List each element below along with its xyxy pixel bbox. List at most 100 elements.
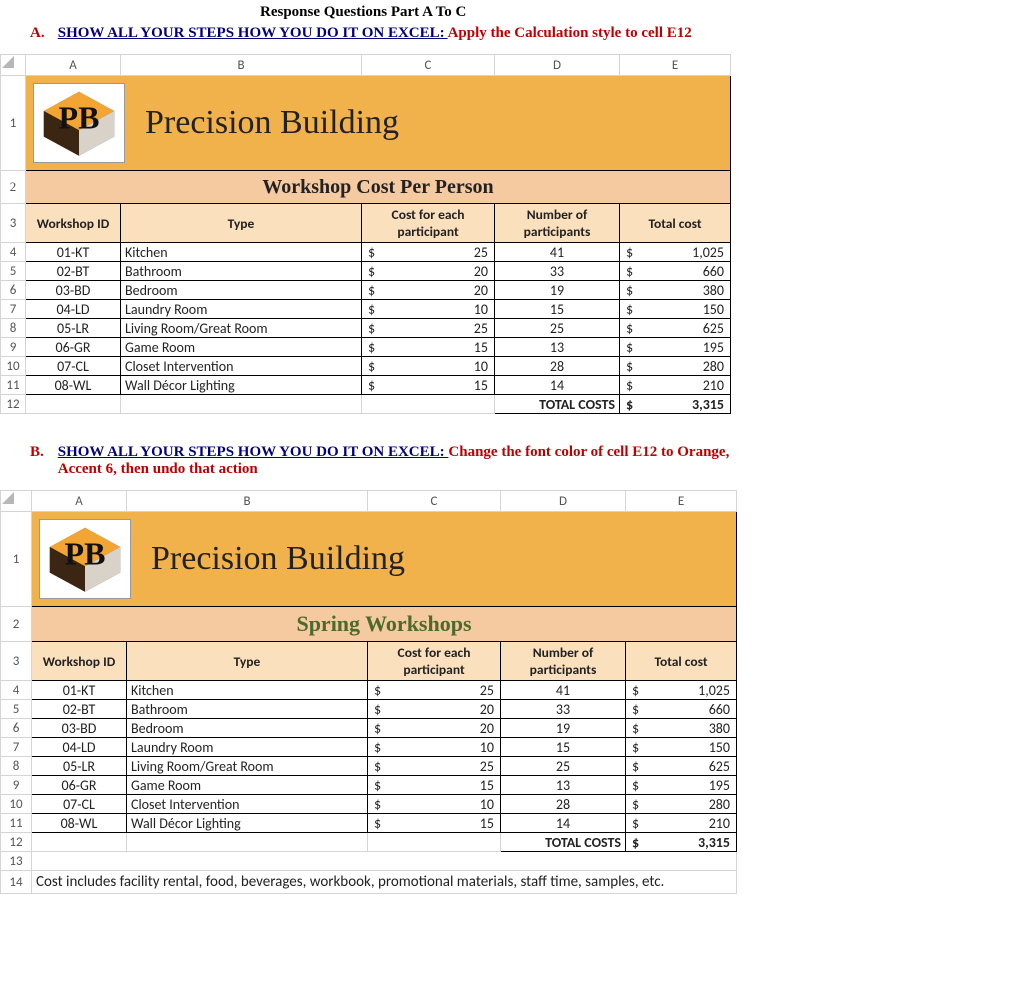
row-header[interactable]: 8 — [1, 319, 26, 338]
row-header[interactable]: 4 — [1, 243, 26, 262]
cell-type[interactable]: Closet Intervention — [127, 795, 368, 814]
col-header-E[interactable]: E — [626, 491, 737, 512]
cell-cost[interactable]: $15 — [368, 776, 501, 795]
cell-total[interactable]: $280 — [620, 357, 731, 376]
row-header[interactable]: 5 — [1, 700, 32, 719]
total-label[interactable]: TOTAL COSTS — [501, 833, 626, 852]
grand-total[interactable]: $3,315 — [620, 395, 731, 414]
cell-cost[interactable]: $15 — [362, 376, 495, 395]
cell-total[interactable]: $1,025 — [626, 681, 737, 700]
cell-cost[interactable]: $10 — [362, 300, 495, 319]
row-header[interactable]: 11 — [1, 814, 32, 833]
cell-total[interactable]: $210 — [620, 376, 731, 395]
cell-id[interactable]: 02-BT — [26, 262, 121, 281]
cell-id[interactable]: 02-BT — [32, 700, 127, 719]
cell-id[interactable]: 01-KT — [32, 681, 127, 700]
cell-empty[interactable] — [26, 395, 121, 414]
cell-cost[interactable]: $25 — [368, 757, 501, 776]
cell-num[interactable]: 19 — [501, 719, 626, 738]
cell-empty[interactable] — [127, 833, 368, 852]
note-text[interactable]: Cost includes facility rental, food, bev… — [32, 871, 737, 894]
row-header[interactable]: 1 — [1, 512, 32, 607]
cell-num[interactable]: 13 — [495, 338, 620, 357]
row-header[interactable]: 7 — [1, 738, 32, 757]
col-header-E[interactable]: E — [620, 55, 731, 76]
row-header[interactable]: 7 — [1, 300, 26, 319]
cell-type[interactable]: Living Room/Great Room — [127, 757, 368, 776]
row-header[interactable]: 6 — [1, 719, 32, 738]
cell-id[interactable]: 04-LD — [32, 738, 127, 757]
cell-id[interactable]: 08-WL — [26, 376, 121, 395]
cell-num[interactable]: 14 — [501, 814, 626, 833]
cell-num[interactable]: 41 — [501, 681, 626, 700]
cell-type[interactable]: Wall Décor Lighting — [127, 814, 368, 833]
select-all-triangle[interactable] — [2, 56, 14, 68]
cell-num[interactable]: 15 — [495, 300, 620, 319]
row-header[interactable]: 5 — [1, 262, 26, 281]
cell-type[interactable]: Closet Intervention — [121, 357, 362, 376]
cell-type[interactable]: Game Room — [127, 776, 368, 795]
cell-type[interactable]: Kitchen — [127, 681, 368, 700]
cell-total[interactable]: $625 — [626, 757, 737, 776]
cell-cost[interactable]: $10 — [362, 357, 495, 376]
row-header[interactable]: 11 — [1, 376, 26, 395]
cell-cost[interactable]: $25 — [368, 681, 501, 700]
cell-total[interactable]: $280 — [626, 795, 737, 814]
cell-total[interactable]: $195 — [620, 338, 731, 357]
cell-num[interactable]: 25 — [501, 757, 626, 776]
cell-type[interactable]: Bathroom — [121, 262, 362, 281]
cell-id[interactable]: 01-KT — [26, 243, 121, 262]
cell-type[interactable]: Living Room/Great Room — [121, 319, 362, 338]
cell-empty[interactable] — [32, 852, 737, 871]
cell-cost[interactable]: $20 — [368, 719, 501, 738]
cell-type[interactable]: Bedroom — [121, 281, 362, 300]
cell-cost[interactable]: $15 — [368, 814, 501, 833]
cell-cost[interactable]: $15 — [362, 338, 495, 357]
cell-total[interactable]: $380 — [626, 719, 737, 738]
cell-type[interactable]: Laundry Room — [127, 738, 368, 757]
col-header-B[interactable]: B — [127, 491, 368, 512]
row-header[interactable]: 12 — [1, 395, 26, 414]
cell-num[interactable]: 41 — [495, 243, 620, 262]
col-header-A[interactable]: A — [26, 55, 121, 76]
cell-total[interactable]: $1,025 — [620, 243, 731, 262]
total-label[interactable]: TOTAL COSTS — [495, 395, 620, 414]
cell-cost[interactable]: $25 — [362, 243, 495, 262]
cell-id[interactable]: 07-CL — [26, 357, 121, 376]
cell-type[interactable]: Wall Décor Lighting — [121, 376, 362, 395]
cell-total[interactable]: $660 — [620, 262, 731, 281]
cell-cost[interactable]: $20 — [362, 262, 495, 281]
row-header[interactable]: 12 — [1, 833, 32, 852]
row-header[interactable]: 10 — [1, 795, 32, 814]
row-header[interactable]: 13 — [1, 852, 32, 871]
cell-cost[interactable]: $25 — [362, 319, 495, 338]
cell-num[interactable]: 28 — [495, 357, 620, 376]
cell-id[interactable]: 07-CL — [32, 795, 127, 814]
cell-empty[interactable] — [368, 833, 501, 852]
cell-id[interactable]: 04-LD — [26, 300, 121, 319]
cell-empty[interactable] — [32, 833, 127, 852]
cell-type[interactable]: Kitchen — [121, 243, 362, 262]
cell-type[interactable]: Bathroom — [127, 700, 368, 719]
col-header-C[interactable]: C — [368, 491, 501, 512]
cell-total[interactable]: $150 — [626, 738, 737, 757]
row-header[interactable]: 3 — [1, 642, 32, 681]
row-header[interactable]: 3 — [1, 204, 26, 243]
row-header[interactable]: 9 — [1, 338, 26, 357]
cell-cost[interactable]: $20 — [368, 700, 501, 719]
col-header-B[interactable]: B — [121, 55, 362, 76]
cell-num[interactable]: 14 — [495, 376, 620, 395]
cell-total[interactable]: $625 — [620, 319, 731, 338]
cell-num[interactable]: 33 — [501, 700, 626, 719]
cell-total[interactable]: $660 — [626, 700, 737, 719]
row-header[interactable]: 4 — [1, 681, 32, 700]
row-header[interactable]: 2 — [1, 171, 26, 204]
cell-id[interactable]: 05-LR — [26, 319, 121, 338]
cell-empty[interactable] — [121, 395, 362, 414]
row-header[interactable]: 2 — [1, 607, 32, 642]
cell-id[interactable]: 03-BD — [32, 719, 127, 738]
col-header-D[interactable]: D — [501, 491, 626, 512]
grand-total[interactable]: $3,315 — [626, 833, 737, 852]
cell-empty[interactable] — [362, 395, 495, 414]
cell-id[interactable]: 08-WL — [32, 814, 127, 833]
